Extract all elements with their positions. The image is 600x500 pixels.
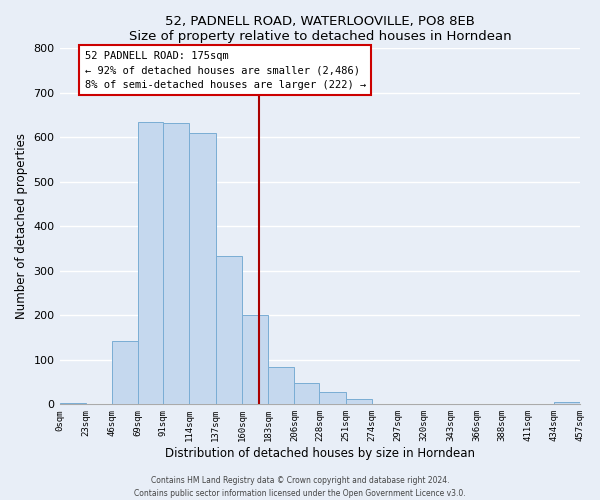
Bar: [242, 316, 268, 404]
Y-axis label: Number of detached properties: Number of detached properties: [15, 134, 28, 320]
X-axis label: Distribution of detached houses by size in Horndean: Distribution of detached houses by size …: [165, 447, 475, 460]
Bar: [295, 384, 319, 404]
Bar: [346, 399, 372, 404]
Bar: [268, 368, 295, 405]
Text: Contains HM Land Registry data © Crown copyright and database right 2024.
Contai: Contains HM Land Registry data © Crown c…: [134, 476, 466, 498]
Bar: [138, 122, 163, 405]
Bar: [163, 122, 190, 404]
Text: 52 PADNELL ROAD: 175sqm
← 92% of detached houses are smaller (2,486)
8% of semi-: 52 PADNELL ROAD: 175sqm ← 92% of detache…: [85, 50, 366, 90]
Bar: [216, 256, 242, 404]
Title: 52, PADNELL ROAD, WATERLOOVILLE, PO8 8EB
Size of property relative to detached h: 52, PADNELL ROAD, WATERLOOVILLE, PO8 8EB…: [129, 15, 511, 43]
Bar: [319, 392, 346, 404]
Bar: [112, 340, 138, 404]
Bar: [190, 134, 216, 404]
Bar: [554, 402, 581, 404]
